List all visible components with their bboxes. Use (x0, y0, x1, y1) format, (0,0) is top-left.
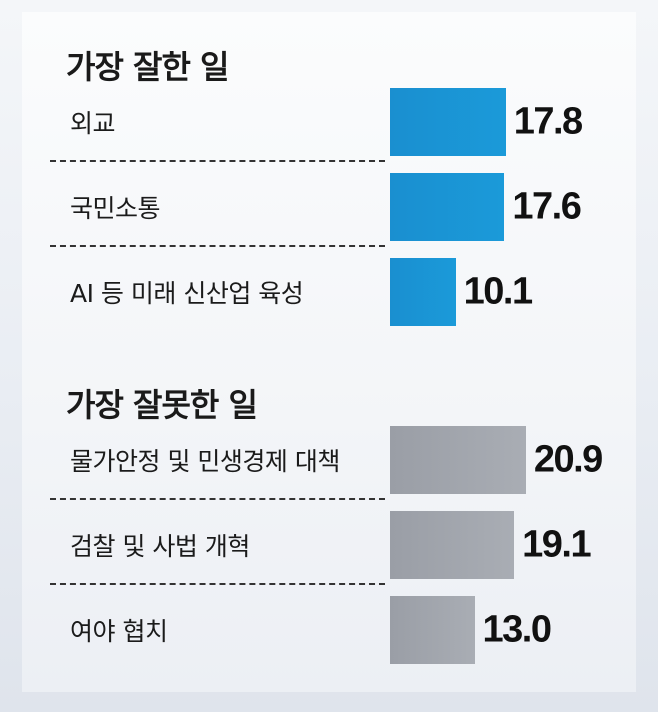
bar (390, 173, 505, 241)
bar-row: 검찰 및 사법 개혁 19.1 (0, 503, 658, 587)
category-label: 물가안정 및 민생경제 대책 (70, 447, 340, 476)
row-divider (50, 245, 385, 247)
section-title-best: 가장 잘한 일 (66, 48, 229, 86)
value-label: 19.1 (522, 523, 591, 566)
row-divider (50, 583, 385, 585)
category-label: AI 등 미래 신산업 육성 (70, 279, 304, 308)
bar (390, 596, 475, 664)
bar (390, 258, 456, 326)
category-label: 검찰 및 사법 개혁 (70, 532, 250, 561)
value-label: 17.6 (512, 185, 581, 228)
value-label: 10.1 (463, 270, 533, 313)
bar-row: 외교 17.8 (0, 80, 658, 164)
category-label: 외교 (70, 109, 116, 138)
bar (390, 426, 526, 494)
chart-panel (22, 12, 636, 692)
bar-row: 물가안정 및 민생경제 대책 20.9 (0, 418, 658, 502)
row-divider (50, 160, 385, 162)
bar (390, 88, 506, 156)
bar-row: AI 등 미래 신산업 육성 10.1 (0, 250, 658, 334)
bar (390, 511, 515, 579)
value-label: 20.9 (533, 438, 603, 481)
category-label: 국민소통 (70, 194, 161, 223)
value-label: 17.8 (513, 100, 583, 143)
section-title-worst: 가장 잘못한 일 (66, 386, 258, 424)
value-label: 13.0 (482, 608, 552, 651)
bar-row: 국민소통 17.6 (0, 165, 658, 249)
bar-row: 여야 협치 13.0 (0, 588, 658, 672)
category-label: 여야 협치 (70, 617, 168, 646)
row-divider (50, 498, 385, 500)
